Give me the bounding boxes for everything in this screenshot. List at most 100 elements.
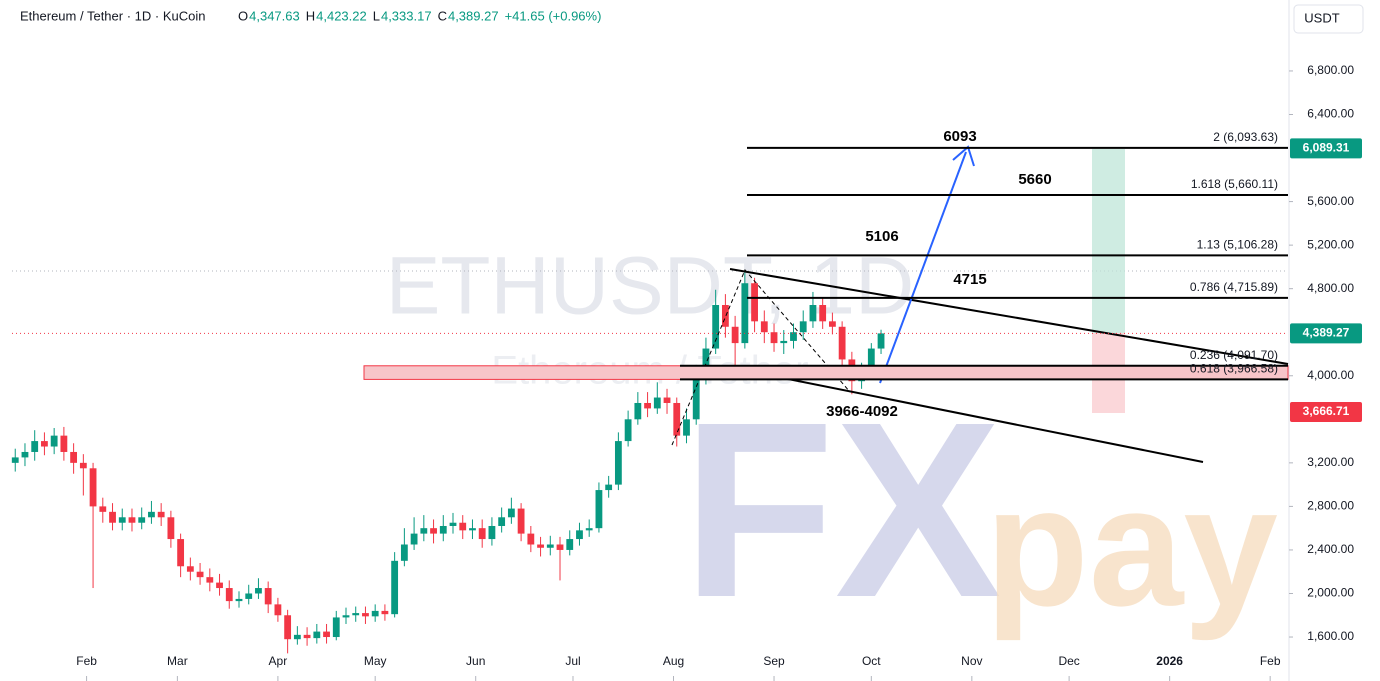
candle-body	[692, 375, 700, 420]
candle-body	[819, 305, 827, 322]
candle-body	[332, 617, 340, 638]
target-zone	[1092, 149, 1125, 333]
candle-body	[362, 613, 369, 617]
candle-body	[770, 332, 778, 344]
annotation: 6093	[943, 128, 976, 145]
x-tick-label: Feb	[1260, 654, 1281, 668]
price-box	[1290, 138, 1362, 159]
candle-body	[507, 508, 515, 518]
ohlc-value: 4,347.63	[249, 8, 300, 23]
projection-arrow	[879, 151, 967, 384]
x-tick-label: Sep	[763, 654, 785, 668]
trendline-lower	[732, 367, 1204, 463]
y-tick-label: 2,800.00	[1307, 499, 1354, 513]
x-tick-label: Dec	[1058, 654, 1079, 668]
y-tick-label: 1,600.00	[1307, 629, 1354, 643]
candle-body	[449, 522, 457, 526]
x-tick-label: Feb	[76, 654, 97, 668]
price-box-label: 3,666.71	[1303, 404, 1350, 418]
candle-body	[420, 528, 428, 534]
candle-body	[400, 544, 408, 561]
candle-body	[731, 326, 739, 344]
candle-body	[264, 588, 272, 605]
y-tick-label: 5,600.00	[1307, 194, 1354, 208]
currency[interactable]: USDT	[1304, 10, 1339, 25]
candle-body	[79, 462, 87, 469]
candle-body	[683, 419, 690, 436]
logo-pay: pay	[985, 452, 1278, 642]
candle-body	[439, 525, 447, 534]
candle-body	[721, 305, 729, 327]
candle-body	[546, 544, 554, 548]
candle-body	[313, 631, 321, 639]
y-tick-label: 4,800.00	[1307, 281, 1354, 295]
annotation: 3966-4092	[826, 403, 898, 420]
x-tick-label: Aug	[663, 654, 684, 668]
candle-body	[11, 457, 19, 463]
candle-body	[488, 525, 496, 540]
ohlc-label: O	[238, 8, 248, 23]
y-tick-label: 4,000.00	[1307, 368, 1354, 382]
candle-body	[576, 530, 583, 540]
candle-body	[741, 283, 749, 344]
candle-body	[478, 528, 486, 540]
plot	[11, 272, 885, 654]
y-tick-label: 5,200.00	[1307, 237, 1354, 251]
candle-body	[828, 321, 836, 327]
candle-body	[31, 441, 39, 452]
candle-body	[537, 544, 544, 548]
candle-body	[177, 539, 185, 567]
candle-body	[206, 577, 214, 583]
candle-body	[469, 528, 476, 531]
symbol: Ethereum / Tether · 1D · KuCoin	[20, 8, 205, 23]
candle-body	[702, 348, 710, 376]
candle-body	[186, 566, 194, 572]
candle-body	[109, 511, 116, 523]
candle-body	[614, 441, 622, 485]
candle-body	[459, 522, 467, 531]
fib-label: 0.618 (3,966.58)	[1190, 362, 1278, 376]
price-box-label: 4,389.27	[1303, 326, 1350, 340]
x-tick-label: Nov	[961, 654, 982, 668]
candle-body	[527, 533, 535, 545]
currency-button[interactable]	[1293, 4, 1364, 34]
candle-body	[225, 588, 233, 602]
candle-body	[809, 305, 817, 322]
price-box	[1290, 402, 1362, 423]
candle-body	[352, 613, 360, 616]
candle-body	[235, 598, 243, 602]
change: +41.65 (+0.96%)	[505, 8, 602, 23]
candle-body	[148, 511, 155, 518]
x-tick-label: Jul	[565, 654, 580, 668]
candle-body	[634, 402, 642, 420]
ohlc-value: 4,389.27	[448, 8, 499, 23]
y-tick-label: 6,400.00	[1307, 107, 1354, 121]
annotation: 5660	[1018, 171, 1051, 188]
swing-path	[671, 269, 851, 446]
candle-body	[838, 326, 846, 360]
ohlc-label: L	[373, 8, 380, 23]
candle-body	[138, 517, 146, 523]
candle-body	[867, 348, 875, 371]
candle-body	[517, 508, 525, 534]
ohlc-label: C	[438, 8, 447, 23]
x-tick-label: Jun	[466, 654, 485, 668]
candle-body	[128, 517, 136, 523]
candle-body	[556, 544, 564, 550]
price-box-label: 6,089.31	[1303, 140, 1350, 154]
candle-body	[790, 332, 797, 341]
candle-body	[118, 517, 126, 523]
candle-body	[50, 435, 58, 447]
candle-body	[99, 506, 107, 512]
x-tick-label: Oct	[862, 654, 881, 668]
candle-body	[284, 615, 292, 640]
price-box	[1290, 323, 1362, 344]
x-tick-label: May	[364, 654, 387, 668]
candle-body	[712, 305, 720, 349]
fib-label: 2 (6,093.63)	[1213, 130, 1278, 144]
candle-body	[303, 634, 311, 639]
candle-body	[41, 441, 48, 447]
candle-body	[323, 631, 330, 638]
candle-body	[624, 419, 632, 442]
